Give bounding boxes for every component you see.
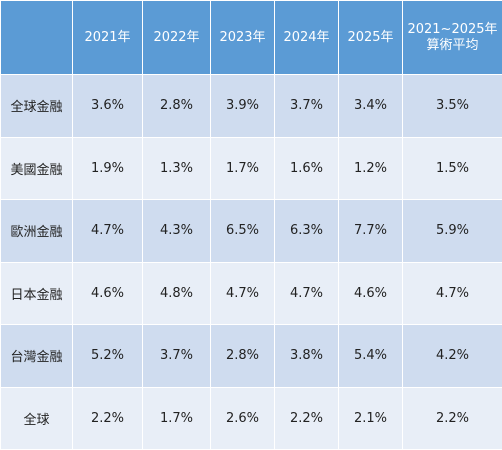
header-cell: 2022年 bbox=[142, 0, 211, 75]
value-cell: 1.3% bbox=[142, 136, 211, 200]
header-cell: 2021~2025年 算術平均 bbox=[402, 0, 502, 75]
header-cell: 2025年 bbox=[338, 0, 403, 75]
value-cell: 4.7% bbox=[72, 199, 143, 263]
header-row: 2021年 2022年 2023年 2024年 2025年 2021~2025年 算術平均 bbox=[0, 0, 502, 75]
value-cell: 2.2% bbox=[274, 386, 339, 450]
table-row: 全球金融 3.6% 2.8% 3.9% 3.7% 3.4% 3.5% bbox=[0, 74, 502, 138]
table-row: 全球 2.2% 1.7% 2.6% 2.2% 2.1% 2.2% bbox=[0, 386, 502, 450]
value-cell: 7.7% bbox=[338, 199, 403, 263]
value-cell: 4.3% bbox=[142, 199, 211, 263]
header-cell: 2023年 bbox=[210, 0, 275, 75]
value-cell: 3.6% bbox=[72, 74, 143, 138]
value-cell: 4.6% bbox=[72, 261, 143, 325]
value-cell: 4.8% bbox=[142, 261, 211, 325]
value-cell: 6.5% bbox=[210, 199, 275, 263]
value-cell: 3.4% bbox=[338, 74, 403, 138]
value-cell: 5.9% bbox=[402, 199, 502, 263]
value-cell: 4.7% bbox=[274, 261, 339, 325]
table-row: 台灣金融 5.2% 3.7% 2.8% 3.8% 5.4% 4.2% bbox=[0, 324, 502, 388]
header-cell: 2024年 bbox=[274, 0, 339, 75]
value-cell: 2.2% bbox=[402, 386, 502, 450]
value-cell: 6.3% bbox=[274, 199, 339, 263]
value-cell: 2.6% bbox=[210, 386, 275, 450]
value-cell: 1.7% bbox=[142, 386, 211, 450]
value-cell: 3.9% bbox=[210, 74, 275, 138]
value-cell: 1.9% bbox=[72, 136, 143, 200]
table-row: 日本金融 4.6% 4.8% 4.7% 4.7% 4.6% 4.7% bbox=[0, 261, 502, 325]
value-cell: 2.8% bbox=[142, 74, 211, 138]
value-cell: 4.2% bbox=[402, 324, 502, 388]
row-label: 美國金融 bbox=[0, 136, 73, 200]
value-cell: 3.7% bbox=[142, 324, 211, 388]
row-label: 全球金融 bbox=[0, 74, 73, 138]
value-cell: 3.7% bbox=[274, 74, 339, 138]
value-cell: 5.4% bbox=[338, 324, 403, 388]
row-label: 歐洲金融 bbox=[0, 199, 73, 263]
row-label: 台灣金融 bbox=[0, 324, 73, 388]
value-cell: 2.2% bbox=[72, 386, 143, 450]
header-cell: 2021年 bbox=[72, 0, 143, 75]
row-label: 全球 bbox=[0, 386, 73, 450]
value-cell: 3.5% bbox=[402, 74, 502, 138]
value-cell: 4.7% bbox=[402, 261, 502, 325]
value-cell: 5.2% bbox=[72, 324, 143, 388]
table-row: 美國金融 1.9% 1.3% 1.7% 1.6% 1.2% 1.5% bbox=[0, 136, 502, 200]
value-cell: 1.2% bbox=[338, 136, 403, 200]
value-cell: 2.8% bbox=[210, 324, 275, 388]
table-body: 全球金融 3.6% 2.8% 3.9% 3.7% 3.4% 3.5% 美國金融 1.9% 1.3%… bbox=[0, 74, 502, 450]
header-cell bbox=[0, 0, 73, 75]
value-cell: 2.1% bbox=[338, 386, 403, 450]
value-cell: 1.5% bbox=[402, 136, 502, 200]
value-cell: 1.6% bbox=[274, 136, 339, 200]
row-label: 日本金融 bbox=[0, 261, 73, 325]
value-cell: 4.7% bbox=[210, 261, 275, 325]
value-cell: 1.7% bbox=[210, 136, 275, 200]
value-cell: 4.6% bbox=[338, 261, 403, 325]
value-cell: 3.8% bbox=[274, 324, 339, 388]
table-row: 歐洲金融 4.7% 4.3% 6.5% 6.3% 7.7% 5.9% bbox=[0, 199, 502, 263]
